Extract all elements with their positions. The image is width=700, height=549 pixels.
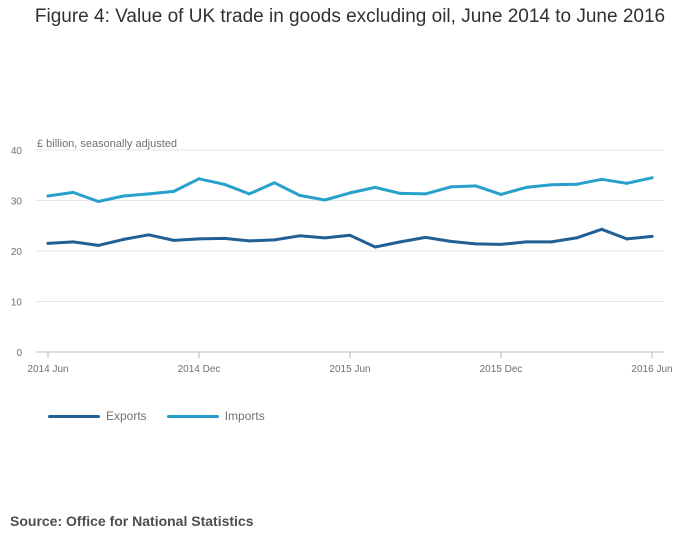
data-point-exports <box>398 240 402 244</box>
data-point-imports <box>449 185 453 189</box>
y-tick-label: 30 <box>11 197 23 208</box>
data-point-imports <box>549 183 553 187</box>
data-point-imports <box>247 192 251 196</box>
legend-label-imports: Imports <box>224 409 265 423</box>
data-point-imports <box>323 198 327 202</box>
data-point-imports <box>71 190 75 194</box>
data-point-exports <box>348 233 352 237</box>
legend-swatch-exports <box>48 414 100 418</box>
data-point-exports <box>474 242 478 246</box>
y-tick-label: 0 <box>16 348 22 359</box>
data-point-exports <box>323 236 327 240</box>
line-chart: £ billion, seasonally adjusted 0 10 20 30 40 2… <box>11 138 673 375</box>
data-point-imports <box>273 181 276 185</box>
data-point-exports <box>650 234 654 238</box>
data-point-exports <box>625 237 629 241</box>
data-point-exports <box>172 238 176 242</box>
source-note: Source: Office for National Statistics <box>10 513 254 529</box>
data-point-imports <box>96 200 100 204</box>
data-point-exports <box>273 238 276 242</box>
y-axis-label: £ billion, seasonally adjusted <box>37 138 177 150</box>
data-point-imports <box>172 189 176 193</box>
data-point-exports <box>46 241 50 245</box>
data-point-exports <box>499 242 503 246</box>
data-point-exports <box>71 240 75 244</box>
data-point-imports <box>398 191 402 195</box>
x-tick-label: 2015 Jun <box>329 364 370 375</box>
data-point-imports <box>524 185 528 189</box>
series-line-imports <box>46 176 654 203</box>
data-point-imports <box>373 185 377 189</box>
data-point-imports <box>499 192 503 196</box>
data-point-exports <box>549 240 553 244</box>
data-point-imports <box>122 194 125 198</box>
data-point-exports <box>197 237 201 241</box>
legend-item-exports[interactable]: Exports <box>48 409 147 423</box>
x-tick-label: 2016 Jun <box>631 364 672 375</box>
data-point-exports <box>524 240 528 244</box>
y-tick-label: 40 <box>11 146 23 157</box>
series-line-exports <box>46 227 654 249</box>
data-point-exports <box>122 237 125 241</box>
data-point-exports <box>247 239 251 243</box>
data-point-exports <box>96 243 100 247</box>
data-point-exports <box>373 245 377 249</box>
data-point-imports <box>147 192 151 196</box>
data-point-imports <box>424 192 427 196</box>
data-point-imports <box>625 181 629 185</box>
data-point-exports <box>575 236 578 240</box>
chart-title: Figure 4: Value of UK trade in goods exc… <box>34 6 666 27</box>
data-point-imports <box>298 193 302 197</box>
data-point-imports <box>650 176 654 180</box>
legend-item-imports[interactable]: Imports <box>166 409 265 423</box>
y-tick-label: 10 <box>11 298 23 309</box>
data-point-imports <box>575 182 578 186</box>
data-point-imports <box>46 194 50 198</box>
chart-legend: Exports Imports <box>48 409 265 423</box>
x-tick-label: 2014 Jun <box>27 364 68 375</box>
data-point-exports <box>298 234 302 238</box>
data-point-exports <box>449 239 453 243</box>
data-point-exports <box>222 236 226 240</box>
legend-label-exports: Exports <box>106 409 147 423</box>
x-tick-label: 2014 Dec <box>178 364 221 375</box>
data-point-imports <box>600 177 604 181</box>
legend-swatch-imports <box>166 414 219 418</box>
data-point-imports <box>348 191 352 195</box>
data-point-imports <box>222 182 226 186</box>
x-tick-label: 2015 Dec <box>480 364 523 375</box>
data-point-imports <box>474 184 478 188</box>
y-tick-label: 20 <box>11 247 23 258</box>
data-point-exports <box>600 227 604 231</box>
data-point-exports <box>424 235 427 239</box>
data-point-imports <box>197 177 201 181</box>
data-point-exports <box>147 233 151 237</box>
